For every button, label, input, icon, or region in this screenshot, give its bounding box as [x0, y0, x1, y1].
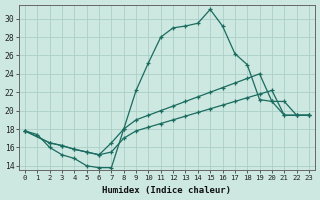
X-axis label: Humidex (Indice chaleur): Humidex (Indice chaleur)	[102, 186, 231, 195]
